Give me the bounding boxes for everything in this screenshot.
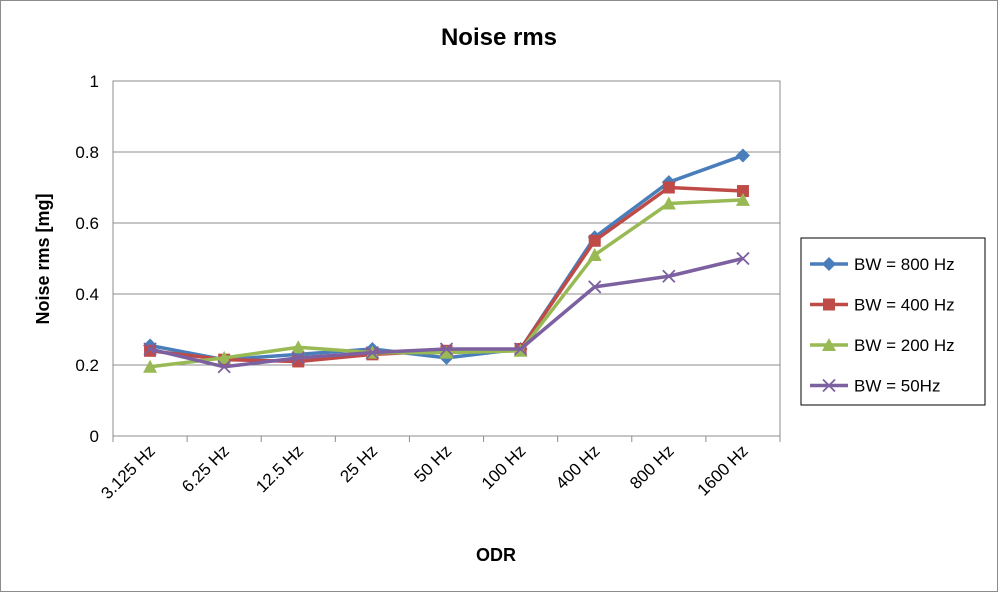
- legend-label: BW = 800 Hz: [854, 255, 955, 274]
- y-tick-labels: 0 0.2 0.4 0.6 0.8 1: [75, 72, 99, 446]
- legend-label: BW = 200 Hz: [854, 336, 955, 355]
- y-axis-label: Noise rms [mg]: [33, 193, 53, 324]
- legend-marker: [822, 257, 836, 271]
- y-tick-label: 0.2: [75, 356, 99, 375]
- x-tick-label: 800 Hz: [626, 441, 678, 493]
- y-tick-label: 0: [90, 427, 99, 446]
- data-point: [291, 340, 306, 354]
- data-point: [588, 280, 602, 294]
- legend-entry: BW = 200 Hz: [810, 336, 955, 355]
- chart-title: Noise rms: [441, 24, 557, 51]
- x-tick-label: 50 Hz: [410, 441, 455, 486]
- data-point: [291, 351, 305, 365]
- legend-label: BW = 400 Hz: [854, 296, 955, 315]
- data-point: [736, 185, 749, 198]
- data-point: [439, 345, 454, 359]
- data-point: [439, 342, 454, 356]
- data-point: [513, 342, 528, 356]
- x-tick-label: 12.5 Hz: [252, 441, 307, 496]
- y-tick-label: 0.6: [75, 214, 99, 233]
- data-point: [661, 196, 676, 210]
- series-3: [143, 192, 750, 373]
- legend: BW = 800 Hz BW = 400 Hz BW = 200 Hz BW = 50…: [810, 255, 955, 396]
- legend-entry: BW = 800 Hz: [810, 255, 955, 274]
- data-point: [736, 251, 750, 266]
- y-tick-label: 1: [90, 72, 99, 91]
- legend-entry: BW = 50Hz: [810, 377, 940, 396]
- legend-entry: BW = 400 Hz: [810, 296, 955, 315]
- x-tick-label: 400 Hz: [552, 441, 604, 493]
- legend-marker: [823, 298, 835, 311]
- data-point: [662, 269, 676, 283]
- data-point: [588, 234, 601, 247]
- x-axis-label: ODR: [476, 545, 516, 565]
- data-point: [735, 192, 750, 206]
- data-point: [587, 247, 602, 261]
- data-point: [217, 350, 232, 364]
- x-tick-label: 1600 Hz: [694, 441, 752, 499]
- x-tick-label: 3.125 Hz: [97, 441, 159, 503]
- data-point: [662, 181, 675, 194]
- series-4: [143, 251, 750, 374]
- x-tick-marks: [112, 436, 781, 442]
- data-point: [735, 148, 750, 163]
- x-tick-label: 6.25 Hz: [178, 441, 233, 496]
- plot-area: [112, 80, 781, 437]
- data-point: [365, 345, 380, 360]
- legend-marker: [822, 378, 836, 393]
- x-tick-label: 100 Hz: [478, 441, 530, 493]
- y-tick-label: 0.4: [75, 285, 99, 304]
- series-group: [143, 148, 750, 374]
- data-point: [143, 342, 157, 356]
- x-tick-label: 25 Hz: [336, 441, 381, 486]
- x-tick-labels: 3.125 Hz 6.25 Hz 12.5 Hz 25 Hz 50 Hz 100 Hz 40…: [97, 441, 751, 503]
- legend-label: BW = 50Hz: [854, 377, 940, 396]
- y-tick-label: 0.8: [75, 143, 99, 162]
- data-point: [143, 359, 158, 373]
- legend-marker: [822, 338, 836, 351]
- data-point: [217, 360, 231, 374]
